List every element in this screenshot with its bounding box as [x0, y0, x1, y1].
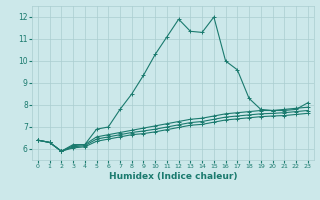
X-axis label: Humidex (Indice chaleur): Humidex (Indice chaleur) — [108, 172, 237, 181]
